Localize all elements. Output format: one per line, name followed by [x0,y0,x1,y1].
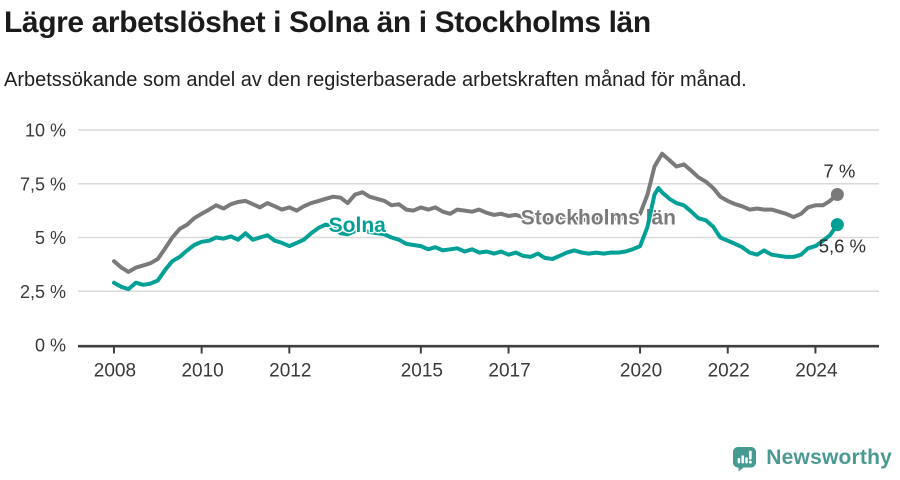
infographic-page: Lägre arbetslöshet i Solna än i Stockhol… [0,6,900,480]
brand-name: Newsworthy [766,446,892,469]
x-tick-label: 2008 [94,360,136,381]
line-chart-canvas: 2008 2010 2012 2015 2017 2020 2022 2024 0 % 2,5 %… [20,120,879,381]
chart-title: Lägre arbetslöshet i Solna än i Stockhol… [4,6,651,39]
x-tick-label: 2022 [708,360,750,381]
series-end-value-label: 7 % [823,160,855,181]
brand-footer: Newsworthy [731,444,892,472]
exclamation-dot [749,460,753,464]
chart-subtitle: Arbetssökande som andel av den registerb… [4,68,747,91]
x-tick-label: 2012 [269,360,311,381]
x-tick-label: 2017 [488,360,530,381]
y-tick-label: 5 % [35,228,66,248]
series-end-dot [830,187,844,201]
bar-2 [741,454,745,463]
series-line-stockholms-l-n [112,151,840,274]
series-line-solna [112,185,840,291]
bar-3 [745,456,749,463]
y-tick-label: 0 % [35,335,66,355]
y-tick-label: 7,5 % [20,174,66,194]
y-tick-label: 10 % [25,120,66,140]
series-end-value-label: 5,6 % [819,235,866,256]
bar-1 [737,457,741,463]
line-chart: 2008 2010 2012 2015 2017 2020 2022 2024 0 % 2,5 %… [0,113,900,385]
y-tick-label: 2,5 % [20,281,66,301]
x-tick-label: 2020 [620,360,662,381]
series-label-stockholms-l-n: Stockholms län [521,206,676,229]
x-tick-label: 2010 [181,360,223,381]
series-end-dot [830,217,844,231]
series-label-solna: Solna [329,213,386,236]
x-tick-label: 2024 [795,360,838,381]
exclamation-bar [749,450,752,460]
x-tick-label: 2015 [401,360,443,381]
speech-bubble-shape [733,446,757,471]
newsworthy-logo-icon [733,446,757,471]
